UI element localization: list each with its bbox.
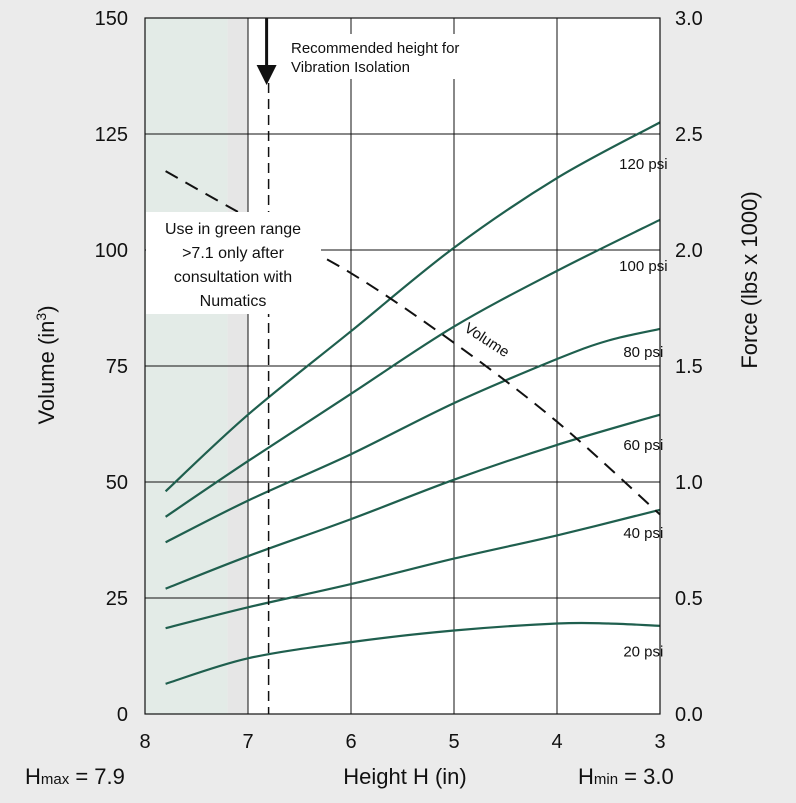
- x-tick-label: 3: [654, 731, 665, 753]
- x-tick-label: 6: [345, 731, 356, 753]
- y-right-axis-title: Force (lbs x 1000): [737, 191, 762, 368]
- recommended-annotation-box: [283, 34, 516, 79]
- hmin-sub: min: [594, 771, 618, 788]
- plot-frame: [144, 17, 661, 715]
- y-left-axis-title-end: ): [34, 305, 59, 312]
- pressure-curve-line: [165, 621, 661, 685]
- hmax-value: = 7.9: [69, 764, 125, 789]
- recommended-marker-group: [256, 18, 277, 714]
- hmax-sub: max: [41, 771, 70, 788]
- y-left-tick-label: 125: [95, 124, 128, 146]
- green-range-text-line-3: consultation with: [174, 269, 292, 286]
- pressure-curve-line: [164, 218, 661, 518]
- y-right-tick-label: 1.5: [675, 356, 703, 378]
- x-tick-label: 7: [242, 731, 253, 753]
- green-range-annotation-box: [146, 212, 321, 314]
- y-left-tick-label: 50: [106, 472, 128, 494]
- y-right-tick-label: 0.5: [675, 588, 703, 610]
- y-left-tick-label: 150: [95, 8, 128, 30]
- y-left-axis-title-sup: 3: [33, 313, 49, 321]
- pressure-curve-label: 20 psi: [623, 643, 663, 660]
- pressure-curve-line: [165, 508, 661, 630]
- pressure-curve-line: [165, 327, 661, 544]
- y-left-tick-labels: 0 25 50 75 100 125 150: [95, 8, 128, 726]
- pressure-curve-label: 60 psi: [623, 437, 663, 454]
- pressure-curve-label: 40 psi: [623, 525, 663, 542]
- x-tick-labels: 8 7 6 5 4 3: [139, 731, 665, 753]
- pressure-curve-label: 80 psi: [623, 344, 663, 361]
- hmin-label: Hmin = 3.0: [578, 764, 674, 789]
- hmin-h: H: [578, 764, 594, 789]
- green-range-text-line-2: >7.1 only after: [182, 245, 285, 262]
- y-left-tick-label: 25: [106, 588, 128, 610]
- recommended-height-annotation: Recommended height for Vibration Isolati…: [283, 34, 516, 79]
- green-range-annotation: Use in green range >7.1 only after consu…: [146, 212, 321, 314]
- pressure-curve-label: 120 psi: [619, 156, 667, 173]
- hmax-label: Hmax = 7.9: [25, 764, 125, 789]
- green-range-text-line-4: Numatics: [200, 293, 267, 310]
- y-left-axis-title: Volume (in3): [33, 305, 59, 424]
- y-right-tick-label: 2.5: [675, 124, 703, 146]
- series-labels: 20 psi 40 psi 60 psi 80 psi 100 psi 120 psi: [619, 156, 667, 660]
- y-left-axis-title-base: Volume (in: [34, 321, 59, 425]
- recommended-text-line-2: Vibration Isolation: [291, 59, 410, 76]
- y-left-tick-label: 100: [95, 240, 128, 262]
- y-right-tick-label: 1.0: [675, 472, 703, 494]
- pressure-curves: [164, 121, 661, 685]
- recommended-arrow-head: [256, 64, 277, 85]
- hmin-value: = 3.0: [618, 764, 674, 789]
- recommended-text-line-1: Recommended height for: [291, 40, 459, 57]
- pressure-curve-label: 100 psi: [619, 258, 667, 275]
- y-right-tick-label: 3.0: [675, 8, 703, 30]
- green-range-text-line-1: Use in green range: [165, 221, 301, 238]
- y-right-tick-labels: 0.0 0.5 1.0 1.5 2.0 2.5 3.0: [675, 8, 703, 726]
- x-axis-title: Height H (in): [343, 764, 466, 789]
- pressure-curve-line: [165, 413, 661, 590]
- hmax-h: H: [25, 764, 41, 789]
- y-right-tick-label: 2.0: [675, 240, 703, 262]
- y-left-tick-label: 75: [106, 356, 128, 378]
- y-left-tick-label: 0: [117, 704, 128, 726]
- y-right-tick-label: 0.0: [675, 704, 703, 726]
- pressure-curve-line: [164, 121, 661, 493]
- x-tick-label: 4: [551, 731, 562, 753]
- x-tick-label: 5: [448, 731, 459, 753]
- x-tick-label: 8: [139, 731, 150, 753]
